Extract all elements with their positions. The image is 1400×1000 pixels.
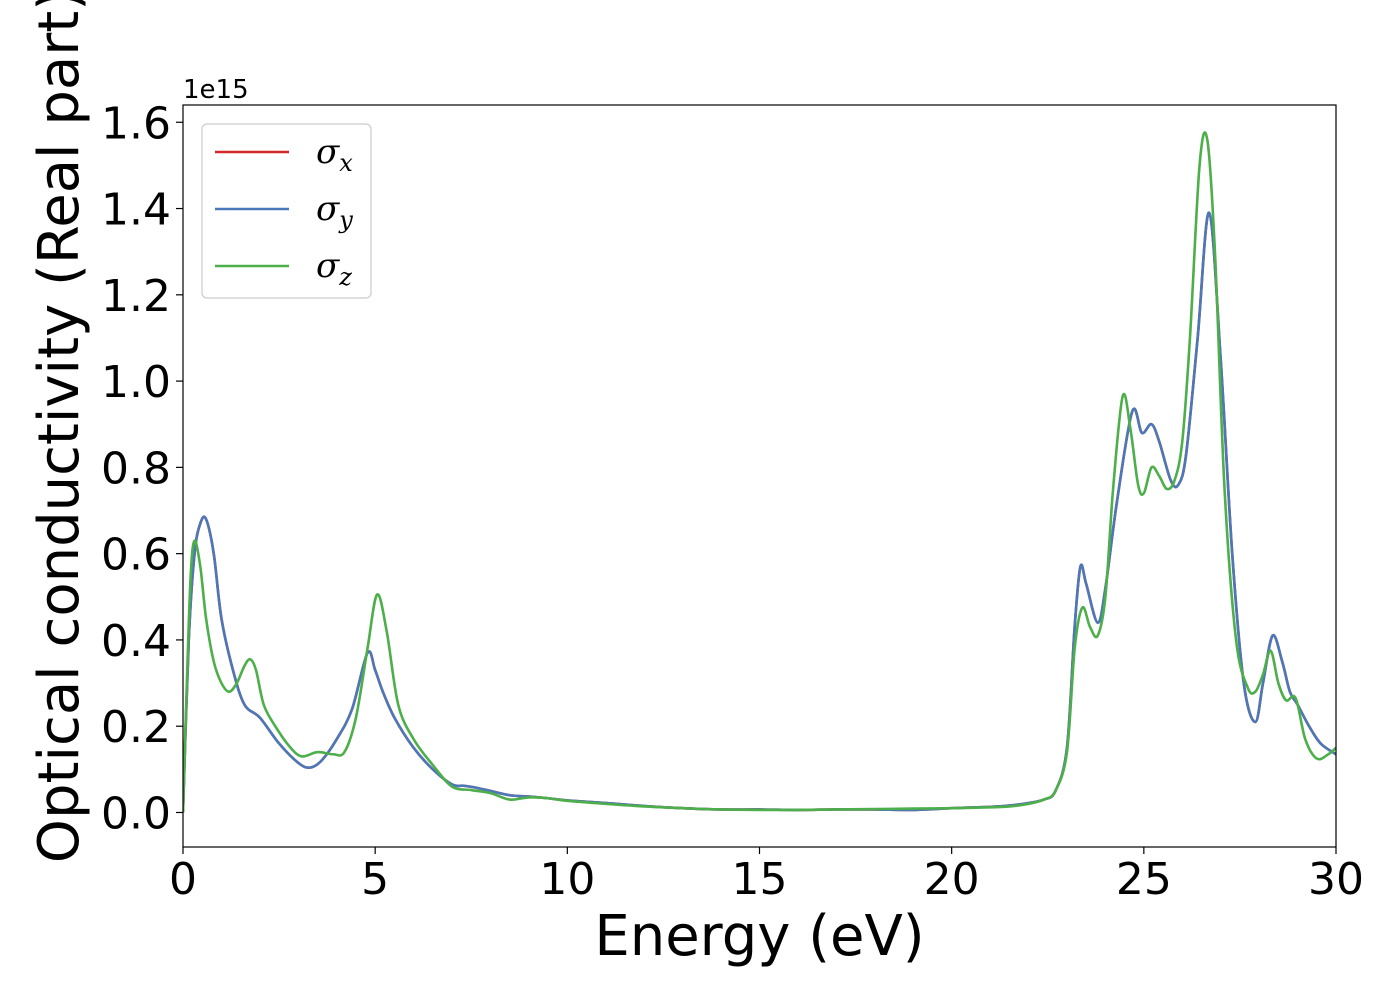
series-line-z xyxy=(183,131,1336,813)
y-tick-label: 1.4 xyxy=(101,185,171,236)
y-tick-label: 0.4 xyxy=(101,616,171,667)
x-tick-label: 25 xyxy=(1116,854,1172,905)
y-tick-label: 1.0 xyxy=(101,357,171,408)
y-tick-label: 0.0 xyxy=(101,788,171,839)
legend-box xyxy=(201,123,372,299)
legend-symbol: σ xyxy=(316,189,340,229)
y-tick-label: 0.8 xyxy=(101,443,171,494)
legend-symbol: σ xyxy=(316,132,340,172)
y-tick-label: 1.6 xyxy=(101,98,171,149)
y-tick-label: 0.6 xyxy=(101,530,171,581)
legend-subscript: z xyxy=(338,263,352,291)
x-tick-label: 5 xyxy=(361,854,389,905)
x-tick-label: 20 xyxy=(924,854,980,905)
legend-label-x: σx xyxy=(316,132,353,177)
x-axis-label: Energy (eV) xyxy=(594,904,924,969)
legend-label-y: σy xyxy=(316,189,353,234)
y-tick-label: 1.2 xyxy=(101,271,171,322)
y-axis-offset-label: 1e15 xyxy=(183,75,249,105)
y-tick-label: 0.2 xyxy=(101,702,171,753)
x-axis-ticks: 0 5 10 15 20 25 30 xyxy=(169,847,1364,905)
series-layer xyxy=(183,131,1336,813)
legend-label-z: σz xyxy=(316,246,352,291)
x-tick-label: 30 xyxy=(1308,854,1364,905)
legend-subscript: y xyxy=(338,206,353,234)
y-axis-label: Optical conductivity (Real part) xyxy=(27,0,92,863)
x-tick-label: 0 xyxy=(169,854,197,905)
legend-subscript: x xyxy=(339,149,353,177)
y-axis-ticks: 0.0 0.2 0.4 0.6 0.8 1.0 1.2 1.4 1.6 xyxy=(101,98,183,839)
legend-symbol: σ xyxy=(316,246,340,286)
x-tick-label: 15 xyxy=(732,854,788,905)
x-tick-label: 10 xyxy=(539,854,595,905)
